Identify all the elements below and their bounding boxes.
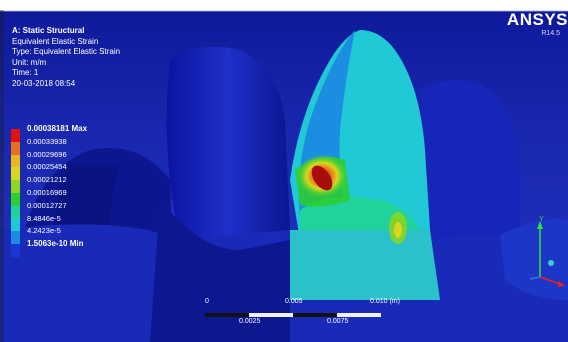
scale-label-mid: 0.005: [285, 298, 303, 305]
ansys-logo: ANSYS: [506, 10, 568, 29]
analysis-title: A: Static Structural: [12, 26, 85, 35]
gear-tooth-right-small: [500, 219, 568, 300]
legend-swatch: [11, 218, 20, 232]
legend-label: 0.00016969: [27, 187, 67, 197]
scale-seg-4: [337, 313, 381, 317]
result-date: 20-03-2018 08:54: [12, 78, 76, 88]
legend-label: 8.4846e-5: [27, 213, 61, 223]
legend-label: 4.2423e-5: [27, 226, 61, 236]
legend-label: 0.00033938: [27, 136, 67, 146]
scale-seg-1: [205, 313, 249, 317]
legend-label: 0.00025454: [27, 162, 67, 172]
legend-swatch: [11, 192, 20, 206]
legend-swatch: [11, 231, 20, 245]
top-strip: [0, 0, 568, 10]
tooth-lower-teal: [290, 230, 440, 300]
legend-swatch: [11, 205, 20, 219]
legend-swatch: [11, 154, 20, 168]
legend-label: 0.00012727: [27, 200, 67, 210]
secondary-strain-core: [394, 222, 402, 238]
legend-label: 0.00029696: [27, 149, 67, 159]
axis-triad[interactable]: Y: [525, 215, 565, 290]
z-axis-icon: [529, 276, 541, 280]
gear-root-dark: [150, 200, 290, 342]
x-arrow-icon: [558, 281, 565, 287]
legend-swatch: [11, 167, 20, 181]
legend-swatch: [11, 180, 20, 193]
legend-label: 1.5063e-10 Min: [27, 239, 84, 249]
left-border: [0, 10, 4, 342]
scale-label-q3: 0.0075: [327, 318, 349, 325]
scale-seg-2: [249, 313, 293, 317]
scale-label-end: 0.010 (m): [370, 298, 400, 305]
scale-label-q1: 0.0025: [239, 318, 261, 325]
result-name: Equivalent Elastic Strain: [12, 36, 99, 46]
result-unit: Unit: m/m: [12, 57, 47, 67]
result-time: Time: 1: [12, 68, 39, 77]
legend-swatch: [11, 141, 20, 155]
scale-seg-3: [293, 313, 337, 317]
y-arrow-icon: [537, 221, 543, 229]
legend-swatch: [11, 129, 20, 142]
triad-y-label: Y: [539, 216, 544, 223]
result-info: A: Static Structural Equivalent Elastic …: [12, 26, 120, 89]
legend-label: 0.00021212: [27, 175, 67, 185]
legend-swatch: [11, 244, 20, 257]
scale-label-start: 0: [205, 298, 209, 305]
gear-tooth-back-left: [166, 46, 290, 241]
result-type: Type: Equivalent Elastic Strain: [12, 47, 121, 56]
legend-label: 0.00038181 Max: [27, 124, 88, 133]
max-strain-core: [311, 165, 333, 191]
ansys-release: R14.5: [541, 30, 560, 37]
triad-origin-icon: [548, 260, 554, 266]
